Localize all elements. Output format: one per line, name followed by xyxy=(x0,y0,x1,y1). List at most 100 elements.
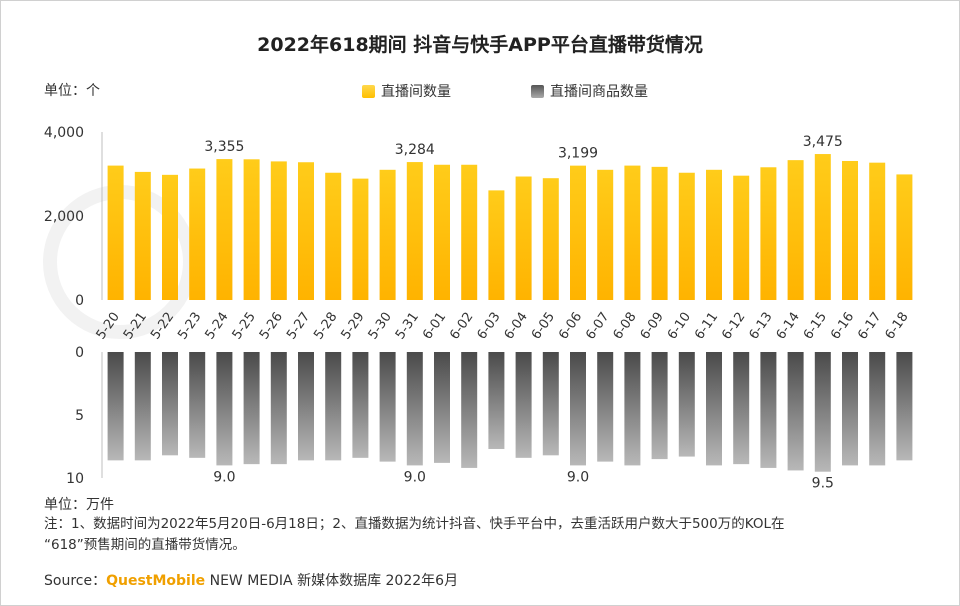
bar-goods-6-05 xyxy=(542,352,559,456)
bar-rooms-5-31 xyxy=(406,162,423,300)
legend-item-goods: 直播间商品数量 xyxy=(531,81,648,101)
legend-swatch-rooms xyxy=(362,84,375,98)
bottom-y-tick-label: 5 xyxy=(75,408,84,424)
bar-goods-5-29 xyxy=(352,352,369,458)
x-tick-label-6-08: 6-08 xyxy=(610,310,639,343)
bar-goods-6-07 xyxy=(597,352,614,462)
bar-goods-6-01 xyxy=(434,352,450,463)
x-tick-label-6-12: 6-12 xyxy=(719,310,748,343)
top-y-tick-label: 4,000 xyxy=(44,125,84,141)
bar-rooms-6-10 xyxy=(678,172,695,300)
data-label-rooms-6-15: 3,475 xyxy=(803,134,843,150)
x-tick-label-5-29: 5-29 xyxy=(338,310,367,343)
x-tick-label-5-31: 5-31 xyxy=(393,310,422,343)
x-tick-label-6-17: 6-17 xyxy=(855,310,884,343)
bar-goods-5-28 xyxy=(325,352,342,461)
x-tick-label-6-09: 6-09 xyxy=(638,310,667,343)
bar-goods-5-26 xyxy=(270,352,287,465)
x-tick-label-5-25: 5-25 xyxy=(230,310,259,343)
chart-title: 2022年618期间 抖音与快手APP平台直播带货情况 xyxy=(257,34,703,56)
bar-goods-6-09 xyxy=(651,352,668,460)
bar-rooms-6-01 xyxy=(434,164,450,300)
x-tick-label-6-18: 6-18 xyxy=(882,310,911,343)
x-tick-label-6-02: 6-02 xyxy=(447,310,476,343)
data-label-rooms-5-31: 3,284 xyxy=(395,142,435,158)
bar-rooms-6-02 xyxy=(461,164,478,300)
bar-rooms-5-28 xyxy=(325,172,342,300)
legend-label-rooms: 直播间数量 xyxy=(381,84,451,100)
x-tick-label-6-11: 6-11 xyxy=(692,310,721,343)
x-tick-label-6-16: 6-16 xyxy=(828,310,857,343)
legend-swatch-goods xyxy=(531,84,544,98)
bar-rooms-6-07 xyxy=(597,169,614,300)
x-tick-label-5-23: 5-23 xyxy=(175,310,204,343)
x-tick-label-6-06: 6-06 xyxy=(556,310,585,343)
bar-goods-6-11 xyxy=(706,352,722,466)
x-tick-label-6-13: 6-13 xyxy=(746,310,775,343)
bar-rooms-5-23 xyxy=(189,168,206,300)
source-prefix: Source： xyxy=(44,573,107,589)
bar-rooms-6-14 xyxy=(787,160,804,300)
bar-rooms-5-25 xyxy=(243,159,260,300)
bar-goods-6-06 xyxy=(570,352,586,466)
x-tick-label-6-10: 6-10 xyxy=(665,310,694,343)
bar-goods-6-02 xyxy=(461,352,478,468)
note-line-2: “618”预售期间的直播带货情况。 xyxy=(44,537,246,553)
top-y-tick-label: 0 xyxy=(75,293,84,309)
x-tick-label-5-27: 5-27 xyxy=(284,310,313,343)
legend-item-rooms: 直播间数量 xyxy=(362,81,451,101)
bar-rooms-5-20 xyxy=(107,165,124,300)
bar-rooms-6-11 xyxy=(706,169,722,300)
x-tick-label-5-28: 5-28 xyxy=(311,310,340,343)
bar-rooms-5-30 xyxy=(379,169,396,300)
source-line: Source：QuestMobile NEW MEDIA 新媒体数据库 2022… xyxy=(44,570,458,590)
x-tick-label-6-01: 6-01 xyxy=(420,310,449,343)
data-label-rooms-6-06: 3,199 xyxy=(558,146,598,162)
bar-rooms-6-18 xyxy=(896,174,913,300)
bottom-y-tick-label: 10 xyxy=(66,471,84,487)
bar-rooms-6-05 xyxy=(542,178,559,300)
bar-goods-5-20 xyxy=(107,352,124,461)
bar-rooms-6-12 xyxy=(733,175,750,300)
bar-rooms-5-27 xyxy=(298,162,314,300)
x-tick-label-5-24: 5-24 xyxy=(202,310,231,343)
bar-rooms-6-09 xyxy=(651,166,668,300)
x-tick-label-5-26: 5-26 xyxy=(257,310,286,343)
legend-label-goods: 直播间商品数量 xyxy=(550,84,648,100)
data-label-goods-6-06: 9.0 xyxy=(567,469,589,485)
bar-goods-6-15 xyxy=(814,352,831,472)
bar-goods-6-14 xyxy=(787,352,804,471)
bar-goods-5-27 xyxy=(298,352,314,461)
top-unit-label: 单位：个 xyxy=(44,83,100,99)
bar-goods-5-25 xyxy=(243,352,260,465)
bar-goods-6-18 xyxy=(896,352,913,461)
bar-goods-5-31 xyxy=(406,352,423,466)
bar-goods-6-04 xyxy=(515,352,532,458)
bar-rooms-6-06 xyxy=(570,165,586,300)
bar-goods-6-03 xyxy=(488,352,505,450)
data-label-goods-5-24: 9.0 xyxy=(213,469,235,485)
bar-rooms-5-26 xyxy=(270,161,287,300)
top-y-tick-label: 2,000 xyxy=(44,209,84,225)
x-tick-label-6-04: 6-04 xyxy=(502,310,531,343)
bar-rooms-5-29 xyxy=(352,178,369,300)
x-tick-label-6-05: 6-05 xyxy=(529,310,558,343)
bar-goods-6-08 xyxy=(624,352,641,466)
bar-goods-6-17 xyxy=(869,352,886,466)
bar-rooms-6-17 xyxy=(869,162,886,300)
bar-rooms-6-15 xyxy=(814,154,831,300)
x-tick-label-6-03: 6-03 xyxy=(474,310,503,343)
data-label-goods-5-31: 9.0 xyxy=(404,469,426,485)
bar-goods-5-30 xyxy=(379,352,396,462)
bottom-unit-label: 单位：万件 xyxy=(44,497,114,513)
bar-rooms-6-04 xyxy=(515,176,532,300)
bar-rooms-6-08 xyxy=(624,165,641,300)
bar-rooms-6-13 xyxy=(760,167,777,300)
bar-rooms-5-24 xyxy=(216,159,233,300)
bar-rooms-5-21 xyxy=(134,171,151,300)
bar-goods-5-23 xyxy=(189,352,206,458)
bar-rooms-5-22 xyxy=(162,174,178,300)
bar-goods-6-13 xyxy=(760,352,777,468)
